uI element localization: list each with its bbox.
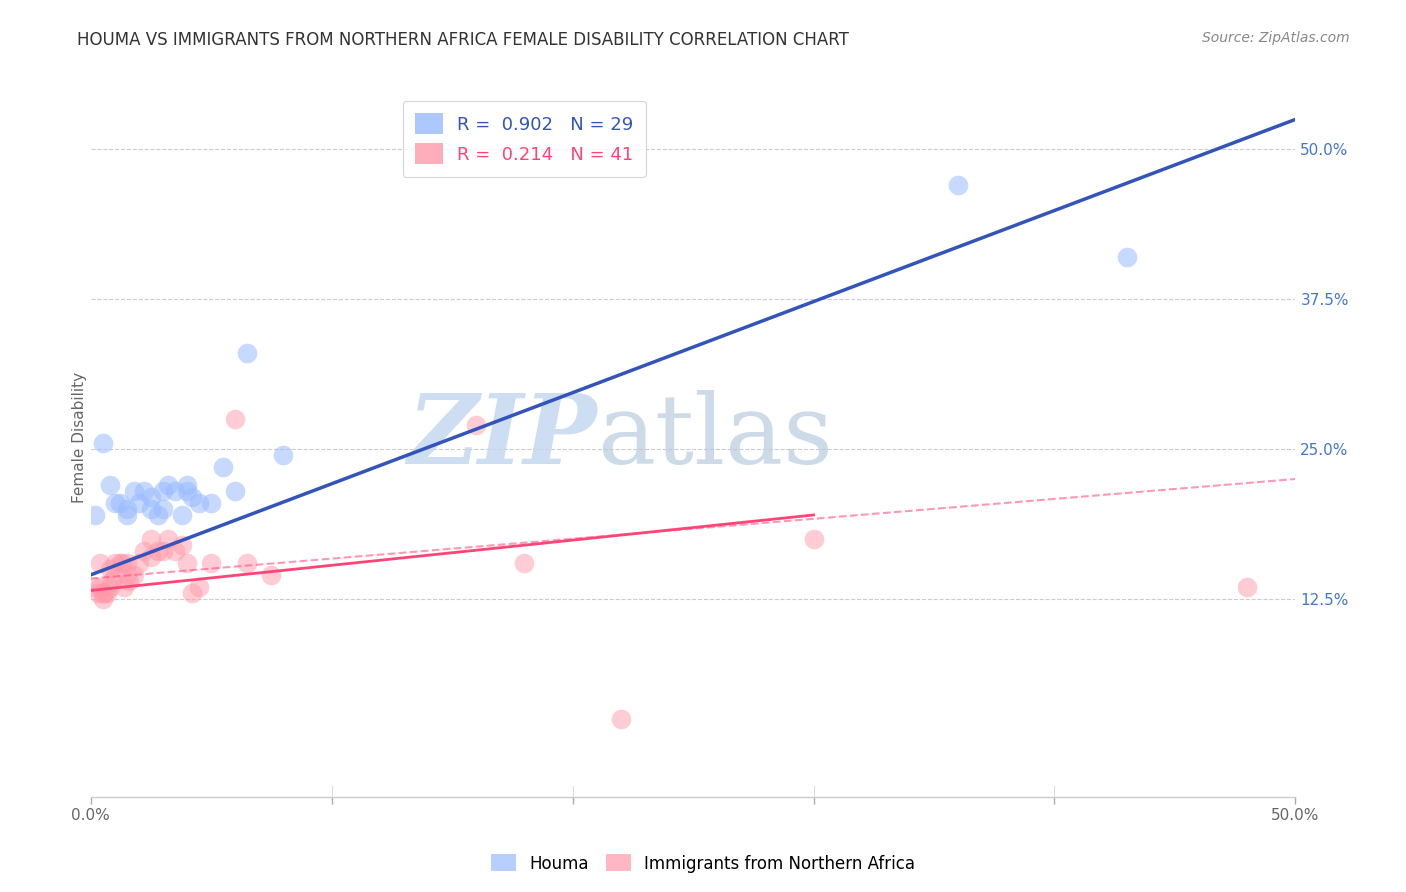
Point (115, 568, 138, 582)
Point (89, 556, 111, 570)
Point (273, 448, 295, 462)
Point (104, 568, 127, 582)
Point (260, 568, 283, 582)
Point (108, 556, 131, 570)
Point (84, 508, 107, 522)
Point (172, 508, 194, 522)
Point (91, 591, 114, 606)
Point (108, 496, 131, 510)
Point (236, 556, 259, 570)
Point (139, 532, 162, 546)
Point (139, 549, 162, 564)
Point (176, 556, 198, 570)
Point (87, 586, 110, 600)
Y-axis label: Female Disability: Female Disability (72, 371, 87, 502)
Point (122, 483, 145, 498)
Point (803, 532, 825, 546)
Point (132, 483, 155, 498)
Point (96, 586, 118, 600)
Point (132, 544, 155, 558)
Point (139, 490, 162, 504)
Legend: Houma, Immigrants from Northern Africa: Houma, Immigrants from Northern Africa (485, 847, 921, 880)
Point (128, 496, 150, 510)
Point (465, 418, 488, 433)
Point (152, 483, 174, 498)
Point (176, 478, 198, 492)
Point (89, 580, 111, 594)
Point (152, 502, 174, 516)
Legend: R =  0.902   N = 29, R =  0.214   N = 41: R = 0.902 N = 29, R = 0.214 N = 41 (404, 101, 645, 177)
Point (104, 496, 127, 510)
Text: Source: ZipAtlas.com: Source: ZipAtlas.com (1202, 31, 1350, 45)
Point (188, 496, 211, 510)
Point (163, 483, 186, 498)
Point (172, 538, 194, 552)
Point (156, 478, 179, 492)
Point (91, 436, 114, 450)
Point (98, 562, 121, 576)
Point (152, 544, 174, 558)
Point (115, 502, 138, 516)
Point (128, 556, 150, 570)
Text: atlas: atlas (596, 390, 832, 484)
Point (146, 508, 169, 522)
Point (1115, 250, 1137, 264)
Text: HOUMA VS IMMIGRANTS FROM NORTHERN AFRICA FEMALE DISABILITY CORRELATION CHART: HOUMA VS IMMIGRANTS FROM NORTHERN AFRICA… (77, 31, 849, 49)
Point (163, 544, 186, 558)
Point (112, 580, 135, 594)
Point (115, 508, 138, 522)
Point (104, 556, 127, 570)
Point (180, 586, 202, 600)
Point (98, 478, 121, 492)
Point (118, 574, 141, 588)
Point (946, 178, 969, 193)
Point (212, 460, 235, 475)
Point (98, 580, 121, 594)
Point (513, 556, 536, 570)
Point (122, 568, 145, 582)
Point (1236, 580, 1258, 594)
Point (224, 483, 246, 498)
Point (115, 556, 138, 570)
Point (176, 483, 198, 498)
Point (236, 346, 259, 360)
Point (188, 580, 211, 594)
Point (111, 556, 134, 570)
Point (156, 532, 179, 546)
Point (609, 712, 631, 726)
Text: ZIP: ZIP (406, 390, 596, 484)
Point (200, 496, 222, 510)
Point (146, 544, 169, 558)
Point (180, 490, 202, 504)
Point (94, 586, 117, 600)
Point (84, 580, 107, 594)
Point (91, 586, 114, 600)
Point (101, 574, 124, 588)
Point (139, 502, 162, 516)
Point (224, 412, 246, 426)
Point (200, 556, 222, 570)
